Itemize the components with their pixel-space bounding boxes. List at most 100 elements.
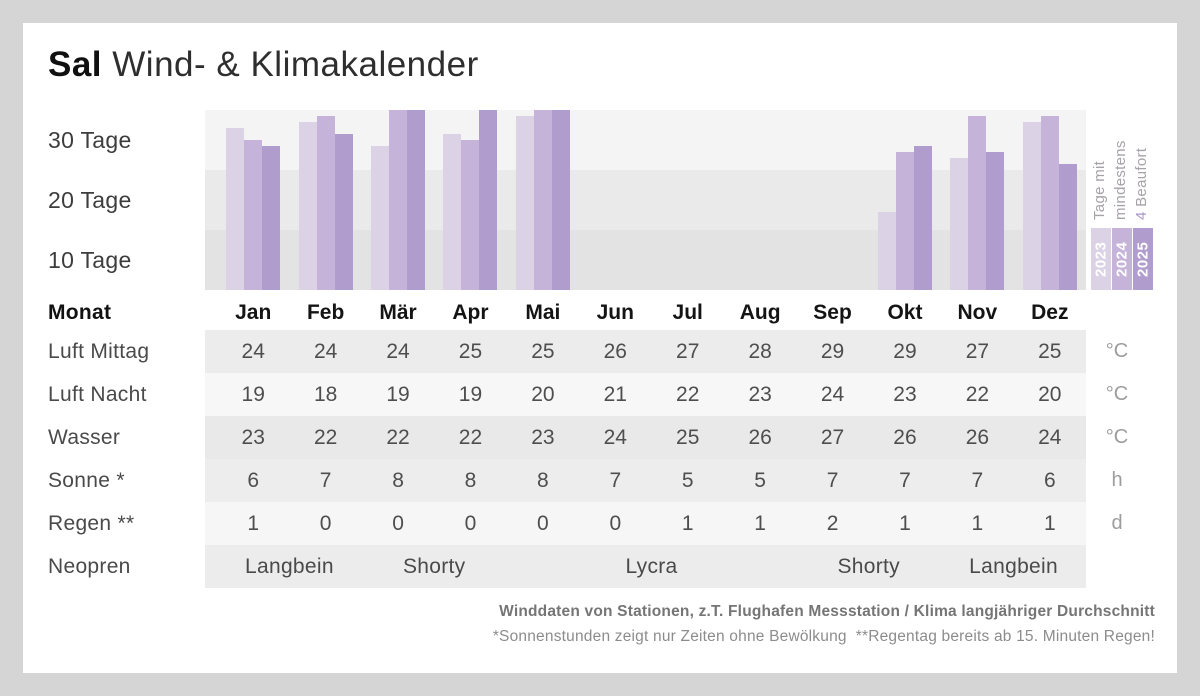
row-label-sonne: Sonne * <box>48 468 125 492</box>
bar-2024-nov <box>968 116 987 290</box>
row-stripe <box>205 416 1086 459</box>
neopren-cells: Langbein Shorty Lycra Shorty Langbein <box>205 545 1086 588</box>
bar-2023-m-r <box>371 146 390 290</box>
row-label-luft-mittag: Luft Mittag <box>48 339 150 363</box>
bar-2023-okt <box>877 212 896 290</box>
bar-group-m-r <box>362 110 434 290</box>
year-legend-chip-2023: 2023 <box>1091 228 1111 290</box>
row-cells: 1 0 0 0 0 0 1 1 2 1 1 1 <box>205 502 1086 545</box>
row-unit-luft-nacht: °C <box>1105 383 1129 405</box>
row-unit-regen: d <box>1111 512 1123 534</box>
bar-2023-apr <box>443 134 462 290</box>
cell-wasser-jan: 23 <box>241 425 265 449</box>
cell-wasser-jun: 24 <box>603 425 627 449</box>
cell-luft-mittag-apr: 25 <box>458 339 483 363</box>
cell-luft-mittag-mai: 25 <box>531 339 555 363</box>
cell-regen-nov: 1 <box>971 511 984 535</box>
row-stripe <box>205 502 1086 545</box>
cell-luft-nacht-m-r: 19 <box>386 382 410 406</box>
bar-group-dez <box>1014 110 1086 290</box>
bar-2025-feb <box>334 134 353 290</box>
bar-group-feb <box>289 110 361 290</box>
month-header-label: Monat <box>48 301 112 324</box>
cell-regen-apr: 0 <box>464 511 477 535</box>
bar-2023-nov <box>950 158 969 290</box>
bar-group-nov <box>941 110 1013 290</box>
row-label-luft-nacht: Luft Nacht <box>48 382 147 406</box>
row-stripe <box>205 459 1086 502</box>
cell-regen-aug: 1 <box>754 511 766 535</box>
cell-regen-jun: 0 <box>609 511 622 535</box>
month-header-jul: Jul <box>672 301 703 324</box>
bar-2024-jan <box>244 140 263 290</box>
cell-luft-nacht-feb: 18 <box>313 382 338 406</box>
bar-2023-mai <box>515 116 534 290</box>
cell-regen-jan: 1 <box>247 511 260 535</box>
cell-regen-sep: 2 <box>826 511 839 535</box>
bar-group-apr <box>434 110 506 290</box>
cell-luft-mittag-jun: 26 <box>603 339 627 363</box>
bar-group-sep <box>796 110 868 290</box>
y-tick-10-tage: 10 Tage <box>48 246 132 273</box>
cell-sonne-m-r: 8 <box>392 468 404 492</box>
month-header-jan: Jan <box>235 301 272 324</box>
row-stripe <box>205 545 1086 588</box>
month-header-row: Monat Jan Feb Mär Apr Mai Jun Jul Aug Sep Okt Nov D… <box>23 296 1177 330</box>
cell-wasser-mai: 23 <box>531 425 555 449</box>
footer-notes: Winddaten von Stationen, z.T. Flughafen … <box>493 603 1155 646</box>
row-unit-luft-mittag: °C <box>1105 340 1129 362</box>
neopren-span-lycra: Lycra <box>625 554 678 578</box>
cell-luft-mittag-jul: 27 <box>676 339 700 363</box>
cell-regen-m-r: 0 <box>392 511 404 535</box>
cell-sonne-jan: 6 <box>247 468 260 492</box>
bar-2024-okt <box>895 152 914 290</box>
neopren-span-shorty: Shorty <box>837 554 900 578</box>
cell-wasser-apr: 22 <box>458 425 483 449</box>
row-unit-wasser: °C <box>1105 426 1129 448</box>
neopren-span-langbein: Langbein <box>969 554 1058 578</box>
cell-luft-mittag-nov: 27 <box>965 339 990 363</box>
cell-wasser-m-r: 22 <box>386 425 410 449</box>
bar-group-jan <box>217 110 289 290</box>
bar-2024-apr <box>461 140 480 290</box>
side-label-line: mindestens <box>1112 140 1129 220</box>
bar-2025-mai <box>551 110 570 290</box>
month-header-apr: Apr <box>452 301 489 324</box>
bar-2024-mai <box>533 110 552 290</box>
neopren-span-shorty: Shorty <box>402 554 466 578</box>
cell-sonne-jul: 5 <box>681 468 694 492</box>
cell-wasser-nov: 26 <box>965 425 990 449</box>
month-header-aug: Aug <box>739 301 781 324</box>
side-label-line: Tage mit <box>1091 160 1108 220</box>
cell-luft-nacht-okt: 23 <box>893 382 917 406</box>
table-row-luft-mittag: Luft Mittag 24 24 24 25 25 26 27 28 29 29 27 25 °C <box>23 330 1177 373</box>
bar-2023-jan <box>226 128 245 290</box>
cell-sonne-jun: 7 <box>609 468 622 492</box>
cell-luft-mittag-okt: 29 <box>893 339 917 363</box>
cell-luft-nacht-aug: 23 <box>748 382 772 406</box>
cell-wasser-feb: 22 <box>313 425 338 449</box>
side-label-accent: 4 <box>1133 211 1150 220</box>
bar-2024-m-r <box>389 110 408 290</box>
cell-luft-nacht-mai: 20 <box>531 382 555 406</box>
bar-group-jul <box>651 110 723 290</box>
cell-luft-nacht-sep: 24 <box>820 382 845 406</box>
side-label-line: 4 Beaufort <box>1133 147 1150 220</box>
row-label-neopren: Neopren <box>48 554 131 578</box>
cell-sonne-nov: 7 <box>971 468 984 492</box>
table-row-sonne: Sonne * 6 7 8 8 8 7 5 5 7 7 7 6 h <box>23 459 1177 502</box>
month-header-okt: Okt <box>887 301 923 324</box>
table-row-luft-nacht: Luft Nacht 19 18 19 19 20 21 22 23 24 23 22 20 °C <box>23 373 1177 416</box>
row-stripe <box>205 330 1086 373</box>
cell-regen-jul: 1 <box>681 511 694 535</box>
cell-wasser-dez: 24 <box>1038 425 1062 449</box>
cell-regen-okt: 1 <box>899 511 911 535</box>
bar-group-okt <box>869 110 941 290</box>
month-header-nov: Nov <box>957 301 998 324</box>
bar-2024-dez <box>1040 116 1059 290</box>
bar-2024-feb <box>316 116 335 290</box>
y-tick-30-tage: 30 Tage <box>48 126 132 153</box>
cell-sonne-okt: 7 <box>899 468 911 492</box>
chart-side-label: Tage mit mindestens 4 Beaufort <box>1089 108 1152 220</box>
cell-regen-feb: 0 <box>319 511 332 535</box>
